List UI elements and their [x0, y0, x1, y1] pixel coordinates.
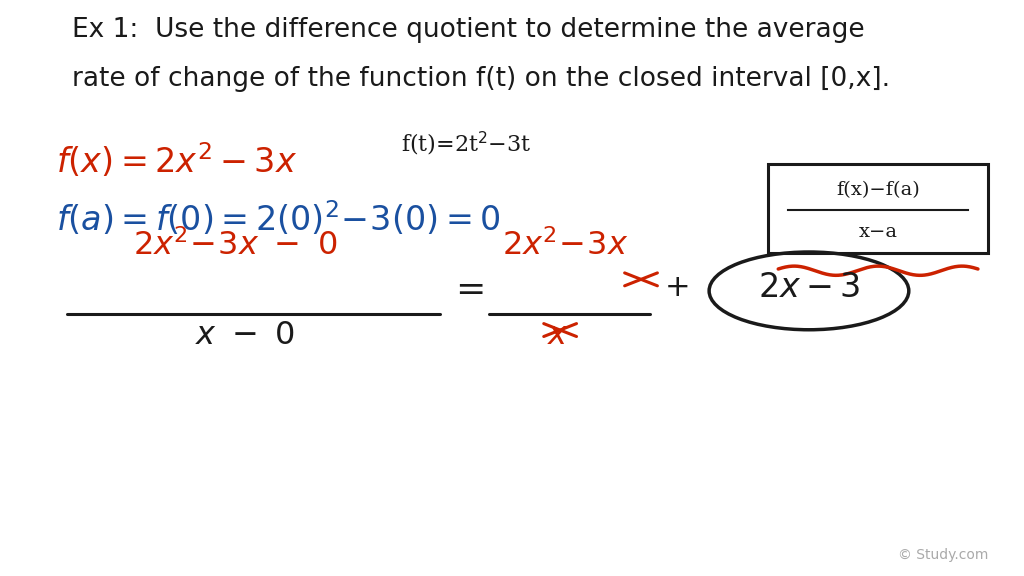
- Text: $f(x) = 2x^2 - 3x$: $f(x) = 2x^2 - 3x$: [56, 141, 297, 180]
- Text: © Study.com: © Study.com: [898, 548, 988, 562]
- Text: f(x)−f(a): f(x)−f(a): [837, 181, 920, 199]
- Text: Ex 1:  Use the difference quotient to determine the average: Ex 1: Use the difference quotient to det…: [72, 17, 864, 43]
- Text: $2x^2\!-\!3x$: $2x^2\!-\!3x$: [502, 229, 628, 262]
- Text: x−a: x−a: [858, 223, 898, 241]
- Text: $2x^2\!-\!3x\ -\ 0$: $2x^2\!-\!3x\ -\ 0$: [133, 229, 338, 262]
- Text: $+$: $+$: [664, 272, 688, 304]
- Text: rate of change of the function f(t) on the closed interval [0,x].: rate of change of the function f(t) on t…: [72, 66, 890, 92]
- Text: f(t)=2t$^2$−3t: f(t)=2t$^2$−3t: [400, 130, 531, 158]
- Text: $2x - 3$: $2x - 3$: [758, 272, 860, 304]
- Text: $x$: $x$: [547, 320, 569, 351]
- FancyBboxPatch shape: [768, 164, 988, 253]
- Text: $x\ -\ 0$: $x\ -\ 0$: [195, 320, 295, 351]
- Text: $=$: $=$: [449, 271, 483, 305]
- Text: $f(a) = f(0) = 2(0)^2\!-\!3(0) = 0$: $f(a) = f(0) = 2(0)^2\!-\!3(0) = 0$: [56, 199, 501, 237]
